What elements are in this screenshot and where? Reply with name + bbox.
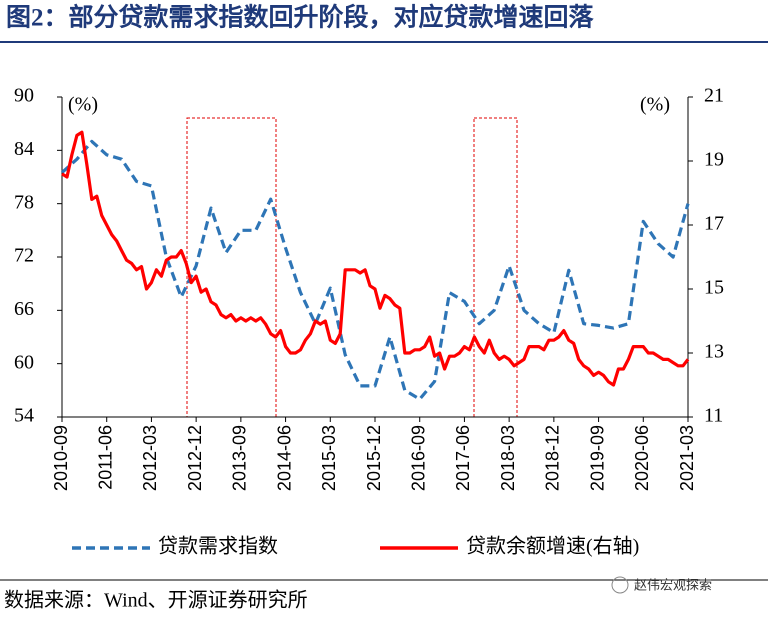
y2-tick-label: 17 <box>704 213 724 235</box>
x-tick-label: 2021-03 <box>677 425 697 491</box>
watermark-icon <box>611 576 629 594</box>
x-tick-label: 2018-03 <box>498 425 518 491</box>
y2-tick-label: 21 <box>704 85 724 107</box>
y-tick-label: 72 <box>14 245 34 267</box>
y-tick-label: 84 <box>14 138 34 160</box>
x-tick-label: 2014-06 <box>274 425 294 491</box>
x-tick-label: 2012-03 <box>140 425 160 491</box>
x-tick-label: 2020-06 <box>632 425 652 491</box>
highlight-box <box>186 117 277 418</box>
y2-tick-label: 13 <box>704 341 724 363</box>
y2-tick-label: 11 <box>704 405 723 427</box>
y-tick-label: 90 <box>14 85 34 107</box>
x-tick-label: 2019-09 <box>587 425 607 491</box>
source-note: 数据来源：Wind、开源证券研究所 <box>4 589 308 612</box>
legend-label: 贷款余额增速(右轴) <box>466 535 639 558</box>
y-tick-label: 60 <box>14 351 34 373</box>
y-tick-label: 66 <box>14 298 34 320</box>
x-tick-label: 2015-12 <box>364 425 384 491</box>
legend-label: 贷款需求指数 <box>158 535 278 558</box>
watermark: 赵伟宏观探索 <box>634 579 712 594</box>
data-line <box>61 130 690 387</box>
chart-title: 图2：部分贷款需求指数回升阶段，对应贷款增速回落 <box>6 3 595 32</box>
highlight-box <box>473 117 518 418</box>
x-tick-label: 2012-12 <box>185 425 205 491</box>
data-line <box>60 139 690 401</box>
x-tick-label: 2015-03 <box>319 425 339 491</box>
y2-tick-label: 19 <box>704 149 724 171</box>
y-axis-label: (%) <box>68 94 98 116</box>
y-tick-label: 54 <box>14 405 34 427</box>
x-tick-label: 2011-06 <box>95 425 115 490</box>
x-tick-label: 2010-09 <box>51 425 71 491</box>
x-tick-label: 2016-09 <box>408 425 428 491</box>
y2-tick-label: 15 <box>704 277 724 299</box>
x-tick-label: 2018-12 <box>543 425 563 491</box>
y2-axis-label: (%) <box>640 94 670 116</box>
x-tick-label: 2013-09 <box>230 425 250 491</box>
y-tick-label: 78 <box>14 191 34 213</box>
x-tick-label: 2017-06 <box>453 425 473 491</box>
